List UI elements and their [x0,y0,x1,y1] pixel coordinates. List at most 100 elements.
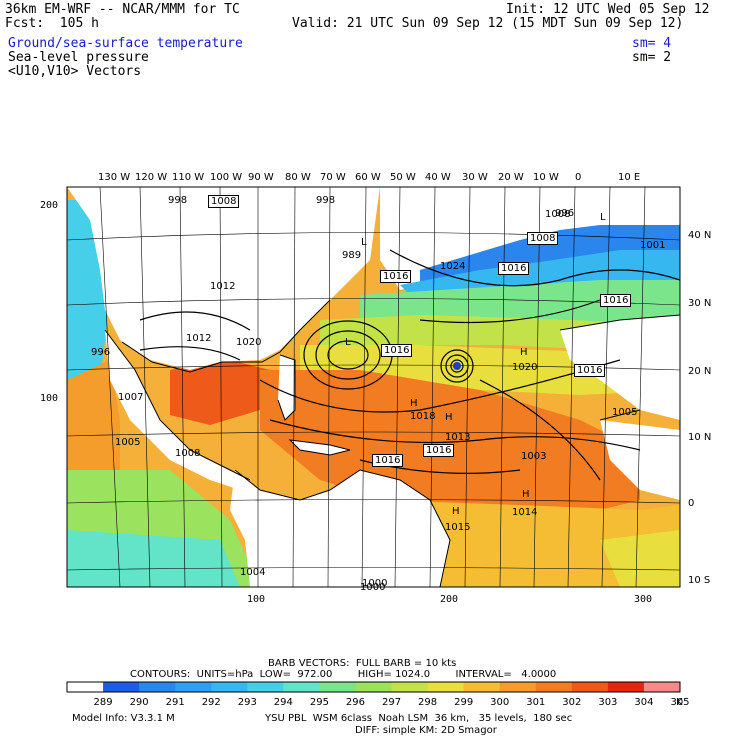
lon-label: 20 W [498,172,524,183]
lon-label: 70 W [320,172,346,183]
lon-label: 0 [575,172,582,183]
pressure-label: 1008 [175,448,201,459]
pressure-center-marker: H [520,347,528,358]
pressure-contours [139,249,680,481]
boxed-pressure-label: 1016 [423,444,455,457]
colorbar-swatch [247,682,284,692]
model-title: 36km EM-WRF -- NCAR/MMM for TC [5,2,240,17]
field-label-slp: Sea-level pressure [8,50,149,65]
boxed-pressure-label: 1016 [498,262,530,275]
lat-label: 30 N [688,298,712,309]
colorbar-label: 303 [598,697,618,708]
colorbar-swatch [139,682,176,692]
colorbar-swatch [427,682,465,692]
colorbar-swatch [211,682,248,692]
bottom-grid-label-200: 200 [440,594,459,605]
pressure-label: 1000 [360,582,386,593]
pressure-label: 1020 [512,362,538,373]
colorbar-label: 291 [165,697,185,708]
pressure-label: 1001 [640,240,666,251]
pressure-center-marker: H [452,506,460,517]
colorbar-swatch [607,682,645,692]
boxed-pressure-label: 1016 [372,454,404,467]
boxed-pressure-label: 1016 [381,344,413,357]
lon-label: 100 W [210,172,243,183]
colorbar-swatch [571,682,609,692]
colorbar-swatch [391,682,429,692]
colorbar-label: 305 [670,697,690,708]
lat-label: 10 S [688,575,711,586]
pressure-label: 1005 [115,437,141,448]
bottom-grid-label-100: 100 [247,594,266,605]
pressure-center-marker: L [600,212,606,223]
colorbar-label: 300 [490,697,510,708]
map-frame [66,186,681,588]
colorbar-swatch [355,682,393,692]
colorbar-label: 301 [526,697,546,708]
colorbar-label: 296 [345,697,366,708]
pressure-label: 1018 [410,411,436,422]
colorbar-swatch [175,682,212,692]
pressure-label: 996 [91,347,111,358]
pressure-label: 1024 [440,261,466,272]
lon-label: 80 W [285,172,311,183]
boxed-pressure-label: 1008 [527,232,559,245]
lat-label: 10 N [688,432,712,443]
colorbar-label: 295 [309,697,329,708]
lon-label: 130 W [98,172,131,183]
pressure-label: 1008 [545,209,571,220]
lat-label: 40 N [688,230,712,241]
model-diffusion: DIFF: simple KM: 2D Smagor [355,725,497,736]
field-label-sst: Ground/sea-surface temperature [8,36,243,51]
init-time: Init: 12 UTC Wed 05 Sep 12 [506,2,710,17]
colorbar-label: 304 [634,697,654,708]
bottom-grid-label-300: 300 [634,594,653,605]
pressure-label: 1005 [612,407,638,418]
colorbar-label: 293 [237,697,257,708]
pressure-label: 998 [168,195,188,206]
sst-field [67,187,680,587]
colorbar-unit: K [676,697,683,708]
coastlines [104,299,680,587]
left-grid-label-200: 200 [40,200,59,211]
lon-label: 10 E [618,172,641,183]
boxed-pressure-label: 1016 [600,294,632,307]
colorbar-swatch [535,682,573,692]
lat-label: 0 [688,498,695,509]
colorbar-label: 297 [381,697,402,708]
colorbar-label: 289 [93,697,113,708]
colorbar-swatch [67,682,104,692]
field-smoothing-sst: sm= 4 [632,36,672,51]
lon-label: 40 W [425,172,451,183]
map-gridlines [67,187,680,587]
colorbar [67,682,681,692]
lon-label: 60 W [355,172,381,183]
pressure-center-marker: H [445,412,453,423]
boxed-pressure-label: 1016 [574,364,606,377]
colorbar-swatch [463,682,501,692]
pressure-label: 998 [316,195,336,206]
pressure-label: 1014 [512,507,538,518]
pressure-label: 989 [342,250,362,261]
barb-legend: BARB VECTORS: FULL BARB = 10 kts [268,658,457,669]
valid-time: Valid: 21 UTC Sun 09 Sep 12 (15 MDT Sun … [292,16,684,31]
pressure-center-marker: H [522,489,530,500]
pressure-label: 1020 [236,337,262,348]
pressure-label: 1015 [445,522,471,533]
boxed-pressure-label: 1008 [208,195,240,208]
colorbar-swatch [283,682,320,692]
lat-label: 20 N [688,366,712,377]
colorbar-border [66,681,681,693]
lon-label: 30 W [462,172,488,183]
tropical-cyclone-center [453,362,461,370]
left-grid-label-100: 100 [40,393,59,404]
pressure-center-marker: H [410,398,418,409]
field-label-vectors: <U10,V10> Vectors [8,64,142,79]
pressure-label: 1004 [240,567,266,578]
colorbar-label: 294 [273,697,293,708]
colorbar-label: 298 [418,697,438,708]
pressure-label: 1003 [521,451,547,462]
colorbar-swatch [319,682,356,692]
pressure-label: 1000 [362,578,388,589]
